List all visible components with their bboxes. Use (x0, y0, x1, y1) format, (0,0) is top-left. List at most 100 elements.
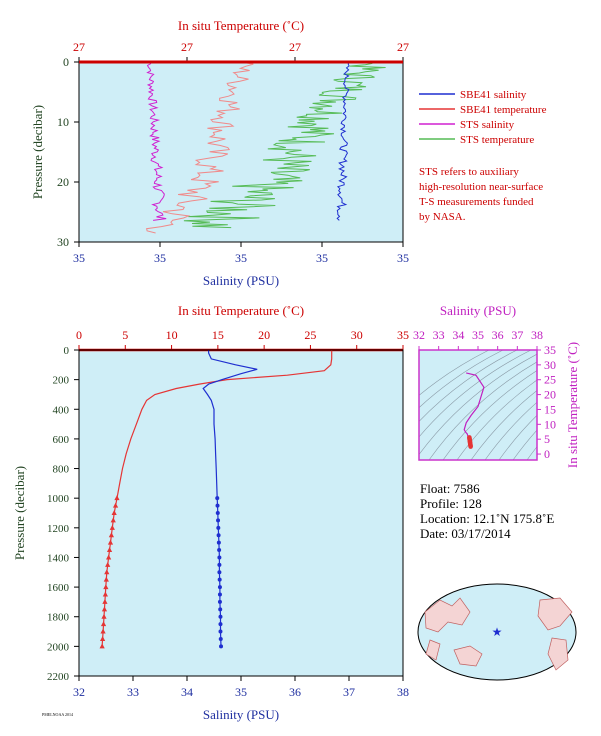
ts-panel-frame (418, 349, 538, 461)
ts-panel-top-tick-label: 38 (531, 328, 543, 342)
sbe41-temperature-marker (110, 517, 116, 523)
top-panel-left-tick-label: 0 (63, 55, 69, 69)
sbe41-temperature-marker (100, 628, 106, 634)
legend-item-label: SBE41 salinity (460, 89, 527, 101)
map-land-south-america (547, 637, 569, 671)
sbe41-temperature-marker (100, 635, 106, 641)
ts-panel-top-tick-label: 36 (492, 328, 504, 342)
ts-density-contour (419, 350, 532, 438)
sbe41-temperature-marker (103, 576, 109, 582)
top-panel-left-tick-label: 20 (57, 175, 69, 189)
sts-temperature-trace-green (183, 61, 386, 229)
main-panel-bottom-ticks: 32 33 34 35 36 37 38 (73, 676, 409, 699)
main-panel-left-tick-label: 1600 (47, 582, 70, 594)
float-location: Location: 12.1˚N 175.8˚E (420, 511, 554, 526)
main-panel-left-tick-label: 0 (64, 345, 70, 357)
ts-density-contour (484, 401, 537, 460)
ts-panel-top-tick-label: 32 (413, 328, 425, 342)
ts-panel-right-tick-label: 0 (544, 447, 550, 461)
sbe41-salinity-marker (215, 503, 220, 508)
sbe41-temperature-marker (101, 606, 108, 612)
sbe41-salinity-marker (217, 562, 222, 567)
main-panel-top-ticks: 0 5 10 15 20 25 30 35 (76, 328, 409, 350)
float-id: Float: 7586 (420, 481, 480, 496)
main-panel-top-tick-label: 30 (351, 328, 363, 342)
main-panel-xlabel: Salinity (PSU) (203, 707, 279, 722)
main-panel-bottom-tick-label: 36 (289, 685, 301, 699)
ts-panel-title: Salinity (PSU) (440, 303, 516, 318)
sbe41-temperature-marker (107, 539, 114, 545)
ts-panel-right-tick-label: 35 (544, 343, 556, 357)
main-panel-left-tick-label: 200 (53, 375, 70, 387)
main-panel-bottom-tick-label: 35 (235, 685, 247, 699)
sbe41-temperature-marker (106, 554, 112, 560)
main-panel-left-tick-label: 1000 (47, 493, 70, 505)
main-panel-left-tick-label: 1400 (47, 552, 70, 564)
sbe41-salinity-marker (216, 540, 221, 545)
ts-panel-right-tick-label: 10 (544, 417, 556, 431)
ts-panel-top-tick-label: 33 (433, 328, 445, 342)
ts-panel-top-tick-label: 35 (472, 328, 484, 342)
main-panel-top-tick-label: 5 (122, 328, 128, 342)
map-land-australia (453, 645, 483, 667)
top-panel-title: In situ Temperature (˚C) (178, 18, 304, 33)
sbe41-salinity-marker (215, 496, 220, 501)
ts-density-contour (526, 446, 537, 460)
profile-date: Date: 03/17/2014 (420, 526, 511, 541)
ts-panel-ylabel: In situ Temperature (˚C) (565, 342, 580, 468)
sts-note-line: by NASA. (419, 211, 466, 223)
sbe41-salinity-marker (217, 548, 222, 553)
top-panel-bottom-tick-label: 35 (397, 251, 409, 265)
top-panel-series (145, 61, 386, 234)
top-panel-left-tick-label: 10 (57, 115, 69, 129)
ts-density-contour (419, 350, 504, 409)
sbe41-salinity-marker (218, 622, 223, 627)
sbe41-temperature-marker (104, 569, 110, 575)
ts-panel-series (463, 372, 485, 449)
top-panel-xlabel: Salinity (PSU) (203, 273, 279, 288)
map-land-north-america (537, 597, 573, 631)
main-panel-top-tick-label: 35 (397, 328, 409, 342)
sbe41-temperature-marker (105, 561, 111, 567)
legend-item-label: SBE41 temperature (460, 104, 547, 116)
footer-credit: PMELNOAA 2014 (42, 712, 73, 717)
top-panel-top-tick-label: 27 (397, 40, 409, 54)
profile-number: Profile: 128 (420, 496, 482, 511)
main-panel-left-tick-label: 800 (53, 464, 70, 476)
sbe41-salinity-marker (218, 614, 223, 619)
main-panel-left-tick-label: 400 (53, 404, 70, 416)
ts-panel-right-tick-label: 25 (544, 373, 556, 387)
ts-panel-top-tick-label: 37 (511, 328, 523, 342)
main-panel-left-tick-label: 600 (53, 434, 70, 446)
top-panel-bottom-tick-label: 35 (73, 251, 85, 265)
ts-deep-sample-marker (468, 444, 473, 449)
top-panel-bottom-tick-label: 35 (316, 251, 328, 265)
ts-panel-top-ticks: 32 33 34 35 36 37 38 (413, 328, 543, 350)
sbe41-salinity-marker (218, 629, 223, 634)
sbe41-salinity-marker (218, 636, 223, 641)
ts-density-contour (498, 414, 537, 460)
top-panel-left-ticks: 0 10 20 30 (57, 55, 79, 249)
ts-density-contour (419, 350, 518, 422)
top-panel-bottom-ticks: 35 35 35 35 35 (73, 242, 409, 265)
main-panel-bottom-tick-label: 37 (343, 685, 355, 699)
sbe41-salinity-marker (218, 607, 223, 612)
sbe41-salinity-marker (216, 533, 221, 538)
world-map: ★ (417, 583, 577, 681)
map-land-asia (424, 597, 471, 633)
top-panel-top-tick-label: 27 (73, 40, 85, 54)
sbe41-salinity-marker (217, 555, 222, 560)
float-location-star-icon: ★ (492, 625, 503, 639)
main-panel-bottom-tick-label: 34 (181, 685, 193, 699)
sts-note-line: high-resolution near-surface (419, 181, 543, 193)
main-panel-top-tick-label: 25 (304, 328, 316, 342)
main-panel-title: In situ Temperature (˚C) (178, 303, 304, 318)
ts-panel: Salinity (PSU) 32 33 34 35 36 37 38 0510152025… (413, 303, 580, 468)
top-panel-ylabel: Pressure (decibar) (30, 105, 45, 199)
ts-density-contour (419, 353, 537, 456)
main-panel-background (79, 350, 403, 676)
sbe41-temperature-marker (111, 510, 117, 515)
top-panel-top-tick-label: 27 (289, 40, 301, 54)
ts-panel-right-tick-label: 5 (544, 432, 550, 446)
